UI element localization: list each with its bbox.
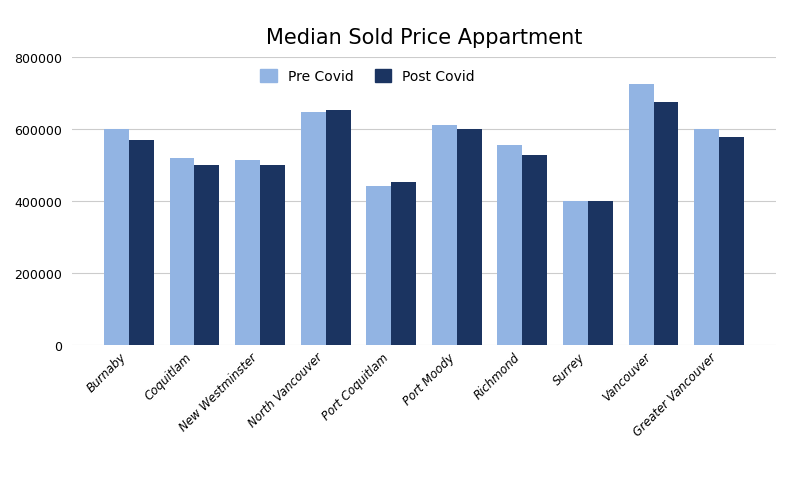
Bar xyxy=(260,166,285,346)
Legend: Pre Covid, Post Covid: Pre Covid, Post Covid xyxy=(254,64,481,90)
Text: roomvu: roomvu xyxy=(606,428,726,456)
Bar xyxy=(326,111,350,346)
Bar xyxy=(654,103,678,346)
Bar xyxy=(170,158,194,346)
Bar xyxy=(194,166,219,346)
Bar xyxy=(129,140,154,346)
Bar xyxy=(719,138,744,346)
Bar xyxy=(522,156,547,346)
Bar xyxy=(104,130,129,346)
Bar xyxy=(391,182,416,346)
Bar xyxy=(629,84,654,346)
Bar xyxy=(301,112,326,346)
Bar xyxy=(432,126,457,346)
Title: Median Sold Price Appartment: Median Sold Price Appartment xyxy=(266,28,582,48)
Bar xyxy=(498,146,522,346)
Bar xyxy=(457,130,482,346)
Bar xyxy=(366,186,391,346)
Bar xyxy=(588,202,613,346)
Bar xyxy=(694,130,719,346)
Bar xyxy=(563,202,588,346)
Bar xyxy=(235,160,260,346)
